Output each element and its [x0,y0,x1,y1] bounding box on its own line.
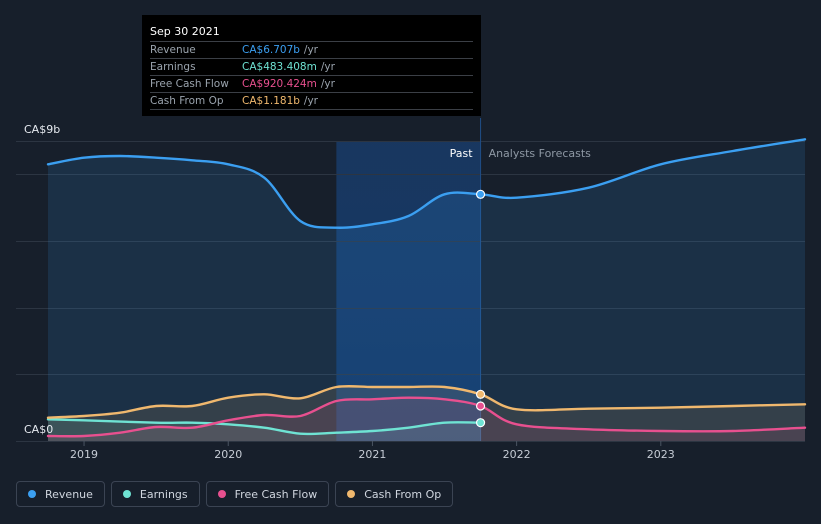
legend-label: Earnings [139,487,188,501]
tooltip-label: Cash From Op [150,95,224,107]
tooltip-row-revenue: Revenue CA$6.707b /yr [150,41,473,58]
tooltip-date: Sep 30 2021 [150,25,220,38]
tooltip-row-cash-from-op: Cash From Op CA$1.181b /yr [150,92,473,110]
chart-area: CA$9b CA$0 Past Analysts Forecasts 2019 2020 2… [16,118,807,461]
past-label: Past [450,147,474,160]
tooltip-label: Revenue [150,44,196,56]
revenue-dot-icon [28,490,36,498]
legend-item-cash-from-op[interactable]: Cash From Op [335,481,454,507]
x-tick-label: 2020 [214,448,242,461]
earnings-marker [475,418,486,428]
y-axis-min-label: CA$0 [24,423,53,436]
earnings-area [48,419,481,441]
earnings-line [46,418,482,436]
tooltip-unit: /yr [303,44,318,56]
x-tick-label: 2023 [647,448,675,461]
tooltip-value: CA$6.707b [242,44,300,56]
free-cash-flow-marker [475,401,486,411]
revenue-area [48,139,805,442]
cash-from-op-area [48,386,805,441]
free-cash-flow-area [48,397,805,441]
x-tick-label: 2022 [503,448,531,461]
free-cash-flow-line [46,396,807,438]
tooltip-value: CA$483.408m [242,61,317,73]
x-tick-label: 2019 [70,448,98,461]
cash-from-op-dot-icon [347,490,356,498]
tooltip: Sep 30 2021 Revenue CA$6.707b /yr Earnin… [142,15,481,116]
legend-item-revenue[interactable]: Revenue [16,481,105,507]
tooltip-label: Free Cash Flow [150,78,229,90]
tooltip-unit: /yr [320,61,335,73]
legend-item-free-cash-flow[interactable]: Free Cash Flow [205,481,330,507]
revenue-line [46,138,807,229]
free-cash-flow-dot-icon [217,490,226,498]
legend-label: Cash From Op [364,487,442,501]
tooltip-row-earnings: Earnings CA$483.408m /yr [150,58,473,75]
revenue-marker [475,189,486,199]
y-axis-max-label: CA$9b [24,123,60,136]
past-highlight-band [336,141,481,441]
cash-from-op-line [46,384,807,419]
cash-from-op-marker [475,389,486,399]
earnings-dot-icon [122,490,131,498]
x-tick-label: 2021 [358,448,386,461]
legend-label: Free Cash Flow [234,487,318,501]
tooltip-unit: /yr [320,78,335,90]
tooltip-unit: /yr [303,95,318,107]
tooltip-value: CA$1.181b [242,95,300,107]
forecast-label: Analysts Forecasts [489,147,592,160]
legend-label: Revenue [45,487,93,501]
legend: Revenue Earnings Free Cash Flow Cash Fro… [16,481,454,507]
tooltip-label: Earnings [150,61,196,73]
legend-item-earnings[interactable]: Earnings [110,481,200,507]
tooltip-row-free-cash-flow: Free Cash Flow CA$920.424m /yr [150,75,473,92]
tooltip-value: CA$920.424m [242,78,317,90]
